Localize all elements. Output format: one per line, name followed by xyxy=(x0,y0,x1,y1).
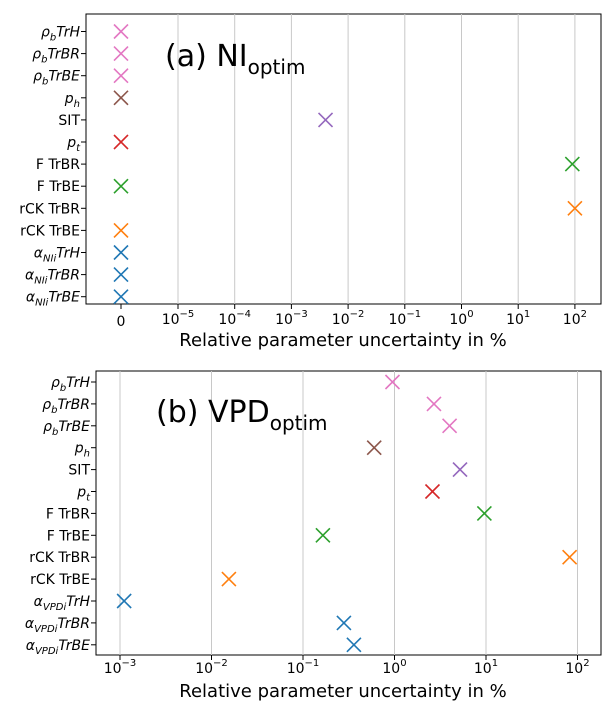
data-marker xyxy=(366,440,382,456)
y-tick-label: αNIiTrH xyxy=(34,246,81,265)
data-marker xyxy=(346,637,362,653)
y-tick-label: ρbTrBE xyxy=(43,419,90,438)
panel-a-markers xyxy=(113,23,583,305)
panel-a-gridlines xyxy=(177,14,576,304)
data-marker xyxy=(564,156,580,172)
y-tick-label: ρbTrBE xyxy=(33,69,80,88)
x-tick-label: 101 xyxy=(474,658,498,677)
y-tick-label: F TrBR xyxy=(46,506,90,522)
y-tick-label: rCK TrBE xyxy=(20,223,80,239)
panel-a-y-tick-labels: ρbTrH ρbTrBR ρbTrBE ph SIT pt F TrBR F TrBE rCK … xyxy=(19,25,86,309)
data-marker xyxy=(317,112,334,128)
data-marker xyxy=(113,289,129,305)
data-marker xyxy=(113,90,129,106)
data-marker xyxy=(315,527,331,543)
panel-b-gridlines xyxy=(119,371,578,655)
y-tick-label: ρbTrH xyxy=(51,375,90,394)
data-marker xyxy=(442,418,458,434)
panel-b-x-axis-label: Relative parameter uncertainty in % xyxy=(179,681,506,702)
data-marker xyxy=(113,68,129,84)
data-marker xyxy=(113,244,129,261)
x-tick-label: 102 xyxy=(563,309,587,328)
data-marker xyxy=(426,396,442,412)
y-tick-label: ρbTrH xyxy=(41,25,80,44)
x-tick-label: 100 xyxy=(449,309,473,328)
x-tick-label: 10−4 xyxy=(218,309,251,328)
x-tick-label: 10−3 xyxy=(275,309,308,328)
y-tick-label: αVPDiTrBR xyxy=(25,616,90,635)
data-marker xyxy=(113,23,129,40)
panel-a-frame xyxy=(85,13,602,305)
data-marker xyxy=(113,267,129,283)
x-tick-label: 10−5 xyxy=(162,309,195,328)
data-marker xyxy=(336,615,352,631)
panel-b-y-tick-labels: ρbTrH ρbTrBR ρbTrBE ph SIT pt F TrBR F TrBE rCK … xyxy=(25,375,96,657)
x-tick-label: 100 xyxy=(382,658,406,677)
x-tick-label: 10−1 xyxy=(389,309,422,328)
panel-b-markers xyxy=(116,374,578,653)
y-tick-label: ρbTrBR xyxy=(32,47,80,66)
panel-a-x-axis-label: Relative parameter uncertainty in % xyxy=(179,330,506,351)
y-tick-label: SIT xyxy=(68,463,90,479)
y-tick-label: pt xyxy=(76,485,91,504)
panel-b: ρbTrH ρbTrBR ρbTrBE ph SIT pt F TrBR F TrBE rCK … xyxy=(25,370,602,702)
data-marker xyxy=(562,549,578,565)
data-marker xyxy=(567,200,583,216)
panel-b-x-tick-labels: 10−3 10−2 10−1 100 101 102 xyxy=(104,655,590,677)
y-tick-label: ρbTrBR xyxy=(42,397,90,416)
data-marker xyxy=(424,483,441,500)
data-marker xyxy=(384,374,401,390)
x-tick-label: 10−3 xyxy=(104,658,137,677)
y-tick-label: rCK TrBR xyxy=(19,201,80,217)
y-tick-label: F TrBR xyxy=(36,157,80,173)
x-tick-label: 0 xyxy=(117,314,126,330)
y-tick-label: αNIiTrBE xyxy=(26,290,80,309)
panel-a: ρbTrH ρbTrBR ρbTrBE ph SIT pt F TrBR F TrBE rCK … xyxy=(19,13,602,351)
panel-a-x-tick-labels: 0 10−5 10−4 10−3 10−2 10−1 100 101 102 xyxy=(117,304,587,330)
x-tick-label: 102 xyxy=(565,658,589,677)
panel-b-frame xyxy=(95,370,602,656)
y-tick-label: ph xyxy=(74,441,90,460)
data-marker xyxy=(113,222,129,238)
panel-b-title: (b) VPDoptim xyxy=(156,395,328,435)
y-tick-label: F TrBE xyxy=(47,528,90,544)
x-tick-label: 101 xyxy=(506,309,530,328)
y-tick-label: rCK TrBR xyxy=(29,550,90,566)
x-tick-label: 10−2 xyxy=(195,658,228,677)
data-marker xyxy=(113,134,129,150)
y-tick-label: αVPDiTrH xyxy=(34,594,91,613)
y-tick-label: ph xyxy=(64,91,80,110)
y-tick-label: F TrBE xyxy=(37,179,80,195)
y-tick-label: SIT xyxy=(58,113,80,129)
panel-a-title: (a) NIoptim xyxy=(165,39,305,79)
data-marker xyxy=(113,46,129,62)
data-marker xyxy=(113,178,129,194)
y-tick-label: rCK TrBE xyxy=(30,572,90,588)
x-tick-label: 10−1 xyxy=(287,658,320,677)
data-marker xyxy=(116,593,132,609)
data-marker xyxy=(452,462,468,478)
y-tick-label: pt xyxy=(66,135,81,154)
y-tick-label: αNIiTrBR xyxy=(25,268,80,287)
x-tick-label: 10−2 xyxy=(332,309,365,328)
data-marker xyxy=(221,571,237,587)
data-marker xyxy=(476,505,492,521)
y-tick-label: αVPDiTrBE xyxy=(26,638,90,657)
